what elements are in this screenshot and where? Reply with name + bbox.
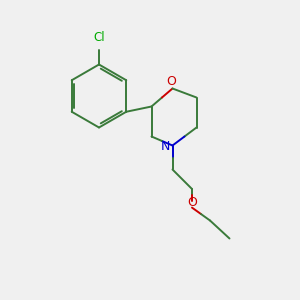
Text: O: O <box>187 196 197 209</box>
Text: Cl: Cl <box>93 31 105 44</box>
Text: O: O <box>166 75 176 88</box>
Text: N: N <box>161 140 171 154</box>
